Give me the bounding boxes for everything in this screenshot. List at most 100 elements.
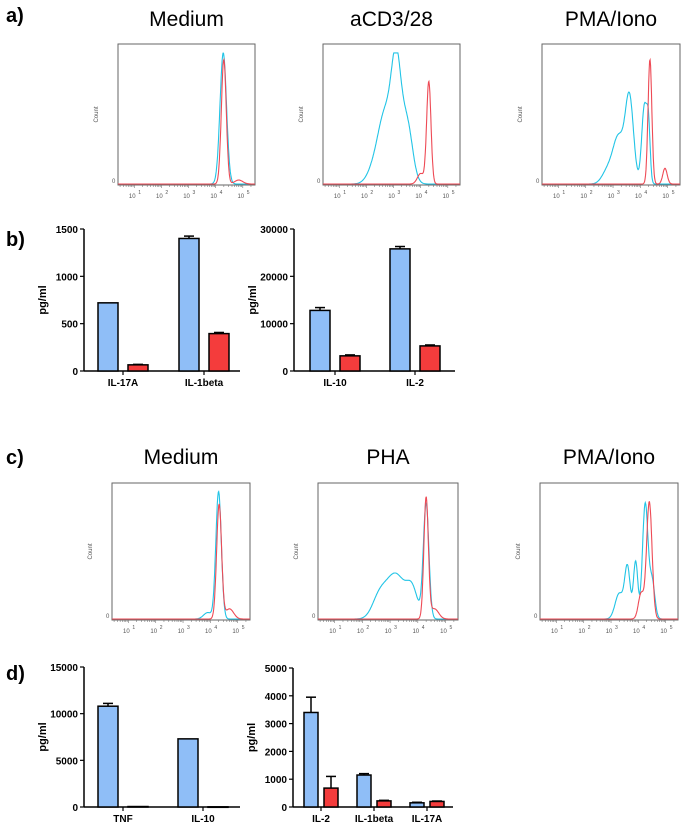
- plot-frame: [322, 43, 461, 186]
- x-tick-label: 10: [156, 194, 163, 200]
- y-tick-label: 10000: [50, 710, 78, 721]
- x-tick-label: 10: [129, 194, 136, 200]
- histogram-line-cyan: [323, 52, 460, 185]
- y-tick-label: 5000: [265, 664, 288, 675]
- bar-blue: [409, 802, 425, 808]
- y-axis-label: pg/ml: [37, 722, 49, 751]
- x-tick-label: 10: [578, 629, 585, 635]
- y-axis-label: pg/ml: [247, 285, 259, 314]
- y-tick-label: 1500: [56, 225, 79, 236]
- plot-frame: [317, 482, 459, 621]
- histogram-line-red: [112, 503, 250, 620]
- x-tick-label: 10: [334, 194, 341, 200]
- x-tick-label: 10: [205, 629, 212, 635]
- y-zero-label: 0: [317, 179, 321, 185]
- y-tick-label: 5000: [56, 756, 79, 767]
- plot-frame: [541, 43, 681, 186]
- y-tick-label: 1000: [265, 775, 288, 786]
- y-tick-label: 0: [282, 367, 288, 378]
- x-tick-exponent: 4: [642, 625, 645, 631]
- histogram-title: Medium: [144, 446, 219, 469]
- x-tick-exponent: 3: [394, 625, 397, 631]
- bar-blue: [97, 705, 119, 808]
- x-tick-label: 10: [412, 629, 419, 635]
- panel-label-b: b): [6, 229, 25, 251]
- x-tick-label: 10: [415, 194, 422, 200]
- x-tick-exponent: 2: [370, 190, 373, 196]
- y-axis-label: pg/ml: [246, 723, 258, 752]
- x-tick-exponent: 2: [366, 625, 369, 631]
- x-tick-exponent: 2: [165, 190, 168, 196]
- y-axis-label: Count: [294, 543, 300, 559]
- x-tick-label: 10: [553, 194, 560, 200]
- x-tick-exponent: 3: [617, 190, 620, 196]
- y-tick-label: 10000: [260, 320, 288, 331]
- histogram-title: aCD3/28: [350, 8, 433, 31]
- x-tick-label: 10: [183, 194, 190, 200]
- bar-blue: [97, 302, 119, 372]
- x-tick-exponent: 5: [452, 190, 455, 196]
- y-axis-label: pg/ml: [37, 285, 49, 314]
- x-tick-exponent: 4: [425, 190, 428, 196]
- histogram-line-red: [318, 496, 458, 620]
- y-zero-label: 0: [312, 614, 316, 620]
- bar-blue: [177, 738, 199, 808]
- x-tick-exponent: 3: [615, 625, 618, 631]
- x-tick-label: IL-2: [406, 378, 424, 389]
- x-tick-exponent: 3: [398, 190, 401, 196]
- bar-red: [207, 806, 229, 809]
- y-axis-label: Count: [94, 106, 100, 122]
- bar-red: [419, 345, 441, 372]
- x-tick-label: 10: [580, 194, 587, 200]
- y-axis-label: Count: [88, 543, 94, 559]
- x-tick-label: 10: [635, 194, 642, 200]
- histogram-line-red: [323, 79, 460, 185]
- panel-label-c: c): [6, 447, 24, 469]
- y-axis-label: Count: [518, 106, 524, 122]
- x-tick-exponent: 4: [644, 190, 647, 196]
- y-tick-label: 0: [281, 803, 287, 814]
- x-tick-exponent: 3: [187, 625, 190, 631]
- x-tick-label: IL-10: [323, 378, 347, 389]
- x-tick-exponent: 5: [450, 625, 453, 631]
- x-tick-label: 10: [551, 629, 558, 635]
- bar-red: [323, 787, 339, 808]
- y-axis-label: Count: [299, 106, 305, 122]
- x-tick-label: 10: [361, 194, 368, 200]
- y-tick-label: 2000: [265, 747, 288, 758]
- bar-red: [339, 355, 361, 372]
- x-tick-label: 10: [329, 629, 336, 635]
- plot-frame: [117, 43, 256, 186]
- plot-frame: [111, 482, 251, 621]
- x-tick-label: 10: [662, 194, 669, 200]
- bar-red: [127, 364, 149, 372]
- x-tick-exponent: 2: [588, 625, 591, 631]
- x-tick-label: IL-1beta: [185, 378, 224, 389]
- x-tick-label: 10: [210, 194, 217, 200]
- y-zero-label: 0: [112, 179, 116, 185]
- x-tick-label: IL-17A: [108, 378, 139, 389]
- x-tick-exponent: 1: [560, 625, 563, 631]
- x-tick-exponent: 5: [247, 190, 250, 196]
- histogram-line-cyan: [542, 91, 680, 185]
- bar-blue: [389, 248, 411, 372]
- histogram-title: PMA/Iono: [565, 8, 657, 31]
- y-zero-label: 0: [534, 614, 538, 620]
- x-tick-label: 10: [357, 629, 364, 635]
- x-tick-label: TNF: [113, 814, 132, 825]
- x-tick-label: 10: [385, 629, 392, 635]
- x-tick-exponent: 4: [422, 625, 425, 631]
- x-tick-label: IL-10: [191, 814, 215, 825]
- bar-blue: [303, 711, 319, 808]
- histogram-title: Medium: [149, 8, 224, 31]
- x-tick-exponent: 5: [670, 625, 673, 631]
- histogram-line-cyan: [118, 52, 255, 185]
- x-tick-exponent: 1: [339, 625, 342, 631]
- x-tick-label: IL-1beta: [355, 814, 394, 825]
- x-tick-label: 10: [660, 629, 667, 635]
- bar-blue: [178, 237, 200, 372]
- bar-chart-b-3: 0 500 1000 1500 pg/ml IL-17A IL-1beta: [37, 225, 240, 389]
- x-tick-label: 10: [388, 194, 395, 200]
